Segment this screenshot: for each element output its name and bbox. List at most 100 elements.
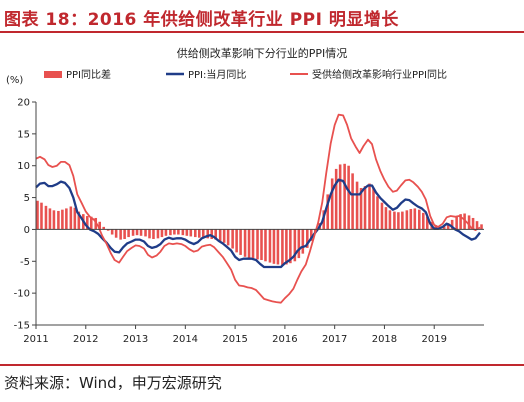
bar (218, 229, 222, 241)
bar (160, 229, 164, 238)
bar (44, 205, 48, 230)
bar (119, 229, 122, 240)
bar (69, 206, 73, 230)
bar (135, 229, 139, 236)
figure-title: 图表 18：2016 年供给侧改革行业 PPI 明显增长 (4, 10, 399, 30)
bar (401, 211, 404, 230)
bar (226, 229, 230, 246)
footer-rule (0, 364, 524, 366)
y-tick-label: 20 (17, 98, 30, 109)
bar (181, 229, 185, 236)
bar (85, 216, 89, 230)
bar (139, 229, 143, 236)
bar (413, 208, 417, 230)
bar (214, 229, 217, 240)
bar (397, 212, 400, 230)
bar (459, 214, 462, 230)
legend-label-supply: 受供给侧改革影响行业PPI同比 (312, 68, 447, 81)
bar (131, 229, 135, 236)
bar (480, 224, 483, 230)
bar (368, 183, 371, 230)
bar (359, 188, 363, 230)
legend-label-bar: PPI同比差 (66, 68, 111, 81)
bar (467, 215, 471, 230)
bar (309, 229, 313, 241)
x-tick-label: 2018 (372, 334, 397, 345)
bar (61, 209, 64, 230)
bar (281, 229, 284, 266)
bar (276, 229, 280, 265)
bar (268, 229, 272, 263)
series-line-1 (35, 178, 481, 269)
bar (450, 219, 454, 230)
bar (409, 209, 413, 230)
y-tick-label: 15 (17, 129, 30, 140)
bar (272, 229, 276, 264)
bar (194, 229, 197, 238)
bar (173, 229, 176, 235)
bar (48, 208, 52, 230)
bar (77, 211, 81, 230)
y-tick-label: -15 (14, 321, 30, 332)
bar (338, 164, 342, 230)
chart: 供给侧改革影响下分行业的PPI情况 PPI同比差 PPI:当月同比 受供给侧改革… (6, 46, 484, 345)
bar (114, 229, 118, 238)
bar (127, 229, 130, 238)
x-tick-label: 2014 (173, 334, 198, 345)
bar (471, 217, 475, 230)
bar (98, 221, 102, 230)
bar (475, 221, 479, 230)
y-tick-label: 5 (24, 193, 30, 204)
bar (36, 200, 39, 230)
x-tick-label: 2011 (23, 334, 48, 345)
x-tick-label: 2015 (222, 334, 247, 345)
y-tick-label: 10 (17, 161, 30, 172)
bar (405, 210, 409, 230)
bar (442, 226, 446, 230)
chart-title: 供给侧改革影响下分行业的PPI情况 (177, 46, 348, 60)
bar (421, 212, 425, 230)
source-note: 资料来源：Wind，申万宏源研究 (4, 374, 222, 392)
bar (306, 229, 309, 248)
bar (260, 229, 263, 261)
bar (297, 229, 301, 259)
bar (376, 196, 379, 230)
bar (210, 229, 214, 239)
bar (388, 210, 392, 230)
legend-swatch-bar (44, 71, 62, 78)
bar (372, 188, 375, 230)
bar (206, 229, 210, 239)
bar (106, 229, 110, 231)
bar (455, 216, 458, 230)
bar (418, 209, 421, 230)
bar (177, 229, 180, 235)
bar (235, 229, 238, 253)
bar (222, 229, 226, 243)
bar (330, 178, 334, 230)
bar (334, 168, 338, 230)
bar (73, 207, 77, 230)
series-line-2 (35, 113, 481, 304)
bar (156, 229, 160, 239)
bar (446, 223, 450, 230)
legend: PPI同比差 PPI:当月同比 受供给侧改革影响行业PPI同比 (44, 68, 447, 81)
bar (239, 229, 242, 255)
bar (231, 229, 234, 249)
bar (293, 229, 297, 262)
bar (169, 229, 172, 236)
bar (185, 229, 189, 236)
bar (256, 229, 259, 260)
title-rule (0, 31, 524, 33)
bar (52, 210, 56, 230)
bar (251, 229, 255, 259)
bar (102, 226, 105, 230)
bar (148, 229, 151, 239)
bar (264, 229, 267, 262)
bar (243, 229, 247, 257)
bar (123, 229, 126, 239)
bar (351, 173, 354, 230)
bar (434, 225, 438, 230)
bar (393, 211, 396, 230)
bar (326, 194, 329, 230)
